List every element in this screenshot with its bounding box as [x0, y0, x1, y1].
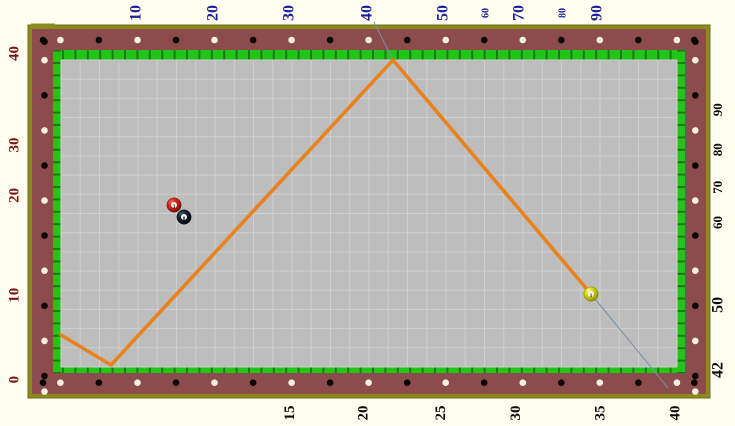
svg-text:20: 20: [6, 188, 22, 203]
svg-text:35: 35: [593, 406, 609, 421]
svg-text:30: 30: [508, 406, 524, 421]
svg-text:50: 50: [435, 5, 452, 21]
svg-text:40: 40: [668, 406, 684, 421]
svg-text:80: 80: [710, 143, 725, 156]
svg-text:42: 42: [710, 362, 727, 378]
svg-text:15: 15: [282, 406, 298, 421]
svg-text:20: 20: [356, 406, 372, 421]
svg-text:60: 60: [710, 216, 725, 229]
svg-text:90: 90: [710, 103, 725, 116]
svg-text:10: 10: [6, 288, 22, 303]
svg-text:90: 90: [589, 5, 606, 21]
svg-text:70: 70: [710, 181, 725, 194]
svg-text:50: 50: [710, 297, 727, 313]
svg-text:40: 40: [6, 46, 22, 61]
svg-text:40: 40: [359, 5, 376, 21]
svg-text:30: 30: [281, 5, 298, 21]
svg-text:0: 0: [6, 376, 22, 384]
svg-text:25: 25: [433, 406, 449, 421]
svg-text:80: 80: [557, 8, 568, 18]
svg-text:30: 30: [6, 138, 22, 153]
svg-text:70: 70: [511, 5, 528, 21]
svg-text:20: 20: [205, 5, 222, 21]
svg-text:60: 60: [480, 8, 491, 18]
svg-text:10: 10: [128, 5, 145, 21]
